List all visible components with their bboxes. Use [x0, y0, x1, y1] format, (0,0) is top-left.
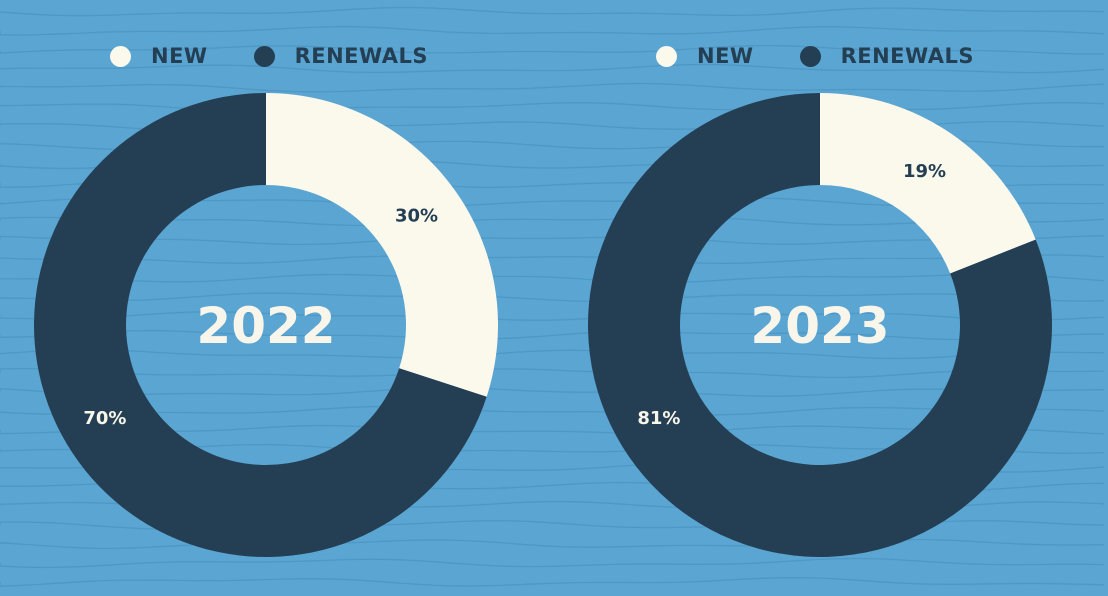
wave-line: [0, 25, 1105, 36]
legend-label-renewals: RENEWALS: [840, 44, 975, 68]
donut-slices: [34, 93, 499, 557]
legend-label-new: NEW: [151, 44, 208, 68]
wave-line: [0, 235, 1105, 246]
wave-line: [0, 367, 1105, 379]
legend-item-renewals: RENEWALS: [253, 44, 429, 68]
donut-chart: 2022 30% 70%: [34, 93, 499, 557]
wave-line: [0, 102, 1105, 112]
center-year-label: 2022: [196, 297, 335, 355]
wave-line: [0, 292, 1105, 303]
data-label-new: 19%: [903, 161, 946, 182]
wave-line: [0, 273, 1105, 284]
wave-line: [0, 405, 1105, 416]
donut-panel-2022: NEW RENEWALS 2022 30% 70%: [34, 40, 499, 557]
wave-line: [0, 329, 1105, 341]
legend-label-new: NEW: [697, 44, 754, 68]
data-label-renewals: 81%: [637, 408, 680, 429]
legend-swatch-renewals: [253, 45, 275, 67]
wave-line: [0, 348, 1105, 360]
donut-chart: 2023 19% 81%: [587, 93, 1052, 557]
legend-swatch-renewals: [799, 45, 821, 67]
wave-line: [0, 63, 1105, 74]
wave-line: [0, 254, 1105, 265]
wave-line: [0, 6, 1105, 17]
legend: NEW RENEWALS: [110, 40, 474, 72]
legend-label-renewals: RENEWALS: [294, 44, 429, 68]
wave-line: [0, 387, 1105, 397]
data-label-new: 30%: [395, 206, 438, 227]
legend-swatch-new: [656, 45, 677, 67]
wave-line: [0, 576, 1105, 587]
center-year-label: 2023: [750, 297, 889, 355]
legend-item-new: NEW: [110, 44, 208, 68]
slice-renewals: [587, 93, 1052, 557]
wave-line: [0, 44, 1105, 55]
legend-item-new: NEW: [656, 44, 754, 68]
legend: NEW RENEWALS: [656, 40, 1020, 72]
wave-line: [0, 311, 1105, 321]
wave-line: [0, 538, 1105, 550]
data-label-renewals: 70%: [83, 408, 126, 429]
slice-renewals: [34, 93, 487, 557]
wave-line: [0, 82, 1105, 93]
slice-new: [820, 93, 1036, 274]
legend-item-renewals: RENEWALS: [799, 44, 975, 68]
slice-new: [266, 93, 499, 397]
legend-swatch-new: [110, 45, 131, 67]
wave-line: [0, 557, 1105, 569]
donut-panel-2023: NEW RENEWALS 2023 19% 81%: [554, 0, 1108, 596]
donut-slices: [587, 93, 1052, 557]
